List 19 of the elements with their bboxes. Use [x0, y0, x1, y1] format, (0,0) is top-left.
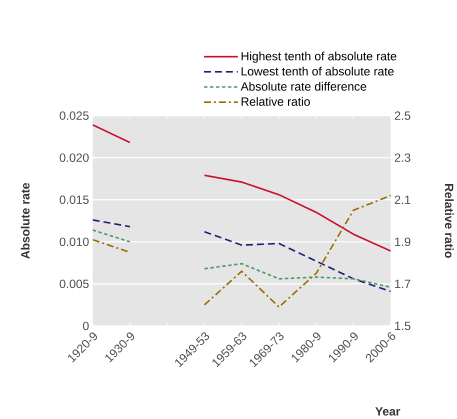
- y2-tick-label: 2.5: [394, 111, 410, 120]
- y2-axis-title: Relative ratio: [444, 184, 454, 258]
- y-tick-label: 0: [82, 322, 89, 330]
- y-tick-label: 0.025: [60, 111, 89, 120]
- y2-tick-label: 1.7: [395, 280, 410, 288]
- y-tick-label: 0.015: [60, 196, 89, 204]
- y2-tick-label: 2.3: [394, 153, 410, 162]
- y-axis-title: Absolute rate: [20, 183, 30, 259]
- y-tick-label: 0.005: [60, 280, 89, 288]
- y2-tick-label: 1.5: [395, 322, 410, 330]
- y-tick-label: 0.010: [60, 238, 89, 246]
- legend-label: Absolute rate difference: [240, 82, 366, 91]
- y2-tick-label: 1.9: [395, 238, 410, 246]
- x-axis-title: Year: [375, 407, 400, 416]
- legend-label: Relative ratio: [242, 97, 310, 106]
- legend-label: Lowest tenth of absolute rate: [242, 66, 394, 76]
- legend-label: Highest tenth of absolute rate: [242, 52, 396, 63]
- y2-tick-label: 2.1: [394, 196, 410, 204]
- y-tick-label: 0.020: [60, 153, 89, 162]
